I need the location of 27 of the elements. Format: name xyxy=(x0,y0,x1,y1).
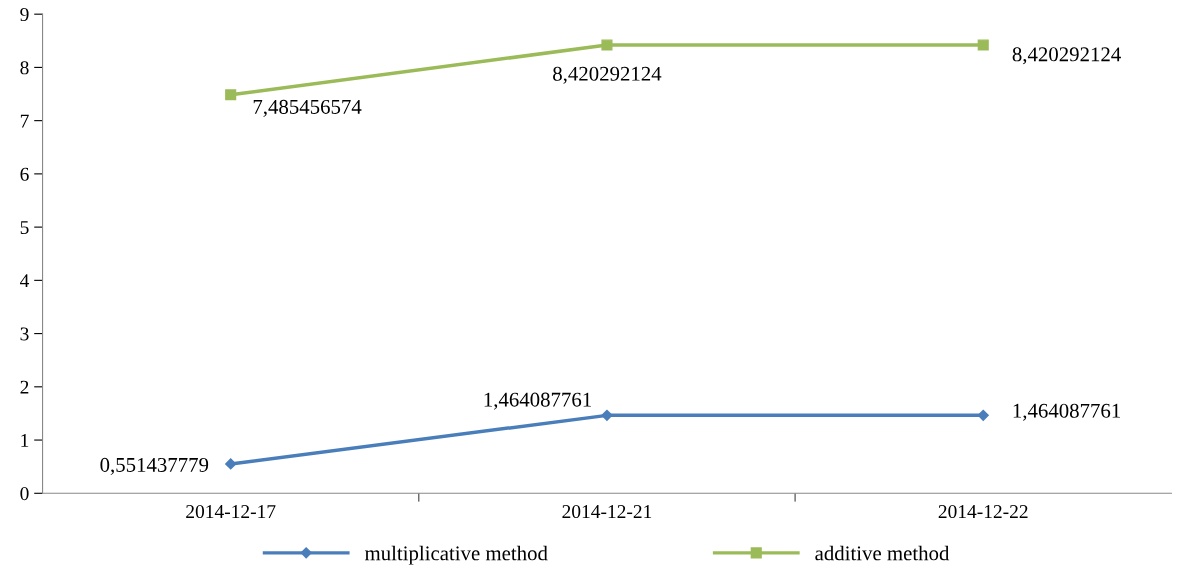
point xyxy=(977,39,989,51)
point xyxy=(225,89,237,101)
y-tick-label: 6 xyxy=(20,167,29,181)
point xyxy=(225,458,237,470)
x-tick-label: 2014-12-17 xyxy=(186,504,276,519)
data-label: 8,420292124 xyxy=(553,66,662,84)
data-label: 1,464087761 xyxy=(1013,403,1120,421)
y-tick-label: 3 xyxy=(20,327,29,341)
point xyxy=(977,409,989,421)
y-tick-label: 8 xyxy=(20,61,29,75)
y-tick-label: 1 xyxy=(21,433,29,447)
x-tick-label: 2014-12-21 xyxy=(562,504,652,519)
x-tick-label: 2014-12-22 xyxy=(938,504,1028,519)
data-label: 8,420292124 xyxy=(1012,47,1121,65)
y-tick-label: 5 xyxy=(20,221,29,235)
legend-label: multiplicative method xyxy=(364,545,548,565)
y-tick-label: 2 xyxy=(20,380,29,394)
data-label: 7,485456574 xyxy=(253,99,362,117)
point xyxy=(601,409,613,421)
data-label: 0,551437779 xyxy=(100,457,209,475)
point xyxy=(601,39,613,51)
y-tick-label: 7 xyxy=(20,114,29,128)
data-label: 1,464087761 xyxy=(484,392,591,410)
legend-label: additive method xyxy=(815,545,950,561)
y-tick-label: 9 xyxy=(20,8,29,22)
y-tick-label: 4 xyxy=(20,274,30,288)
y-tick-label: 0 xyxy=(20,487,29,501)
